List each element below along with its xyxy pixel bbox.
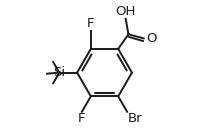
Text: F: F	[87, 17, 95, 30]
Text: Br: Br	[128, 112, 142, 125]
Text: OH: OH	[115, 5, 135, 18]
Text: O: O	[146, 32, 157, 45]
Text: Si: Si	[53, 66, 65, 79]
Text: F: F	[77, 112, 85, 125]
